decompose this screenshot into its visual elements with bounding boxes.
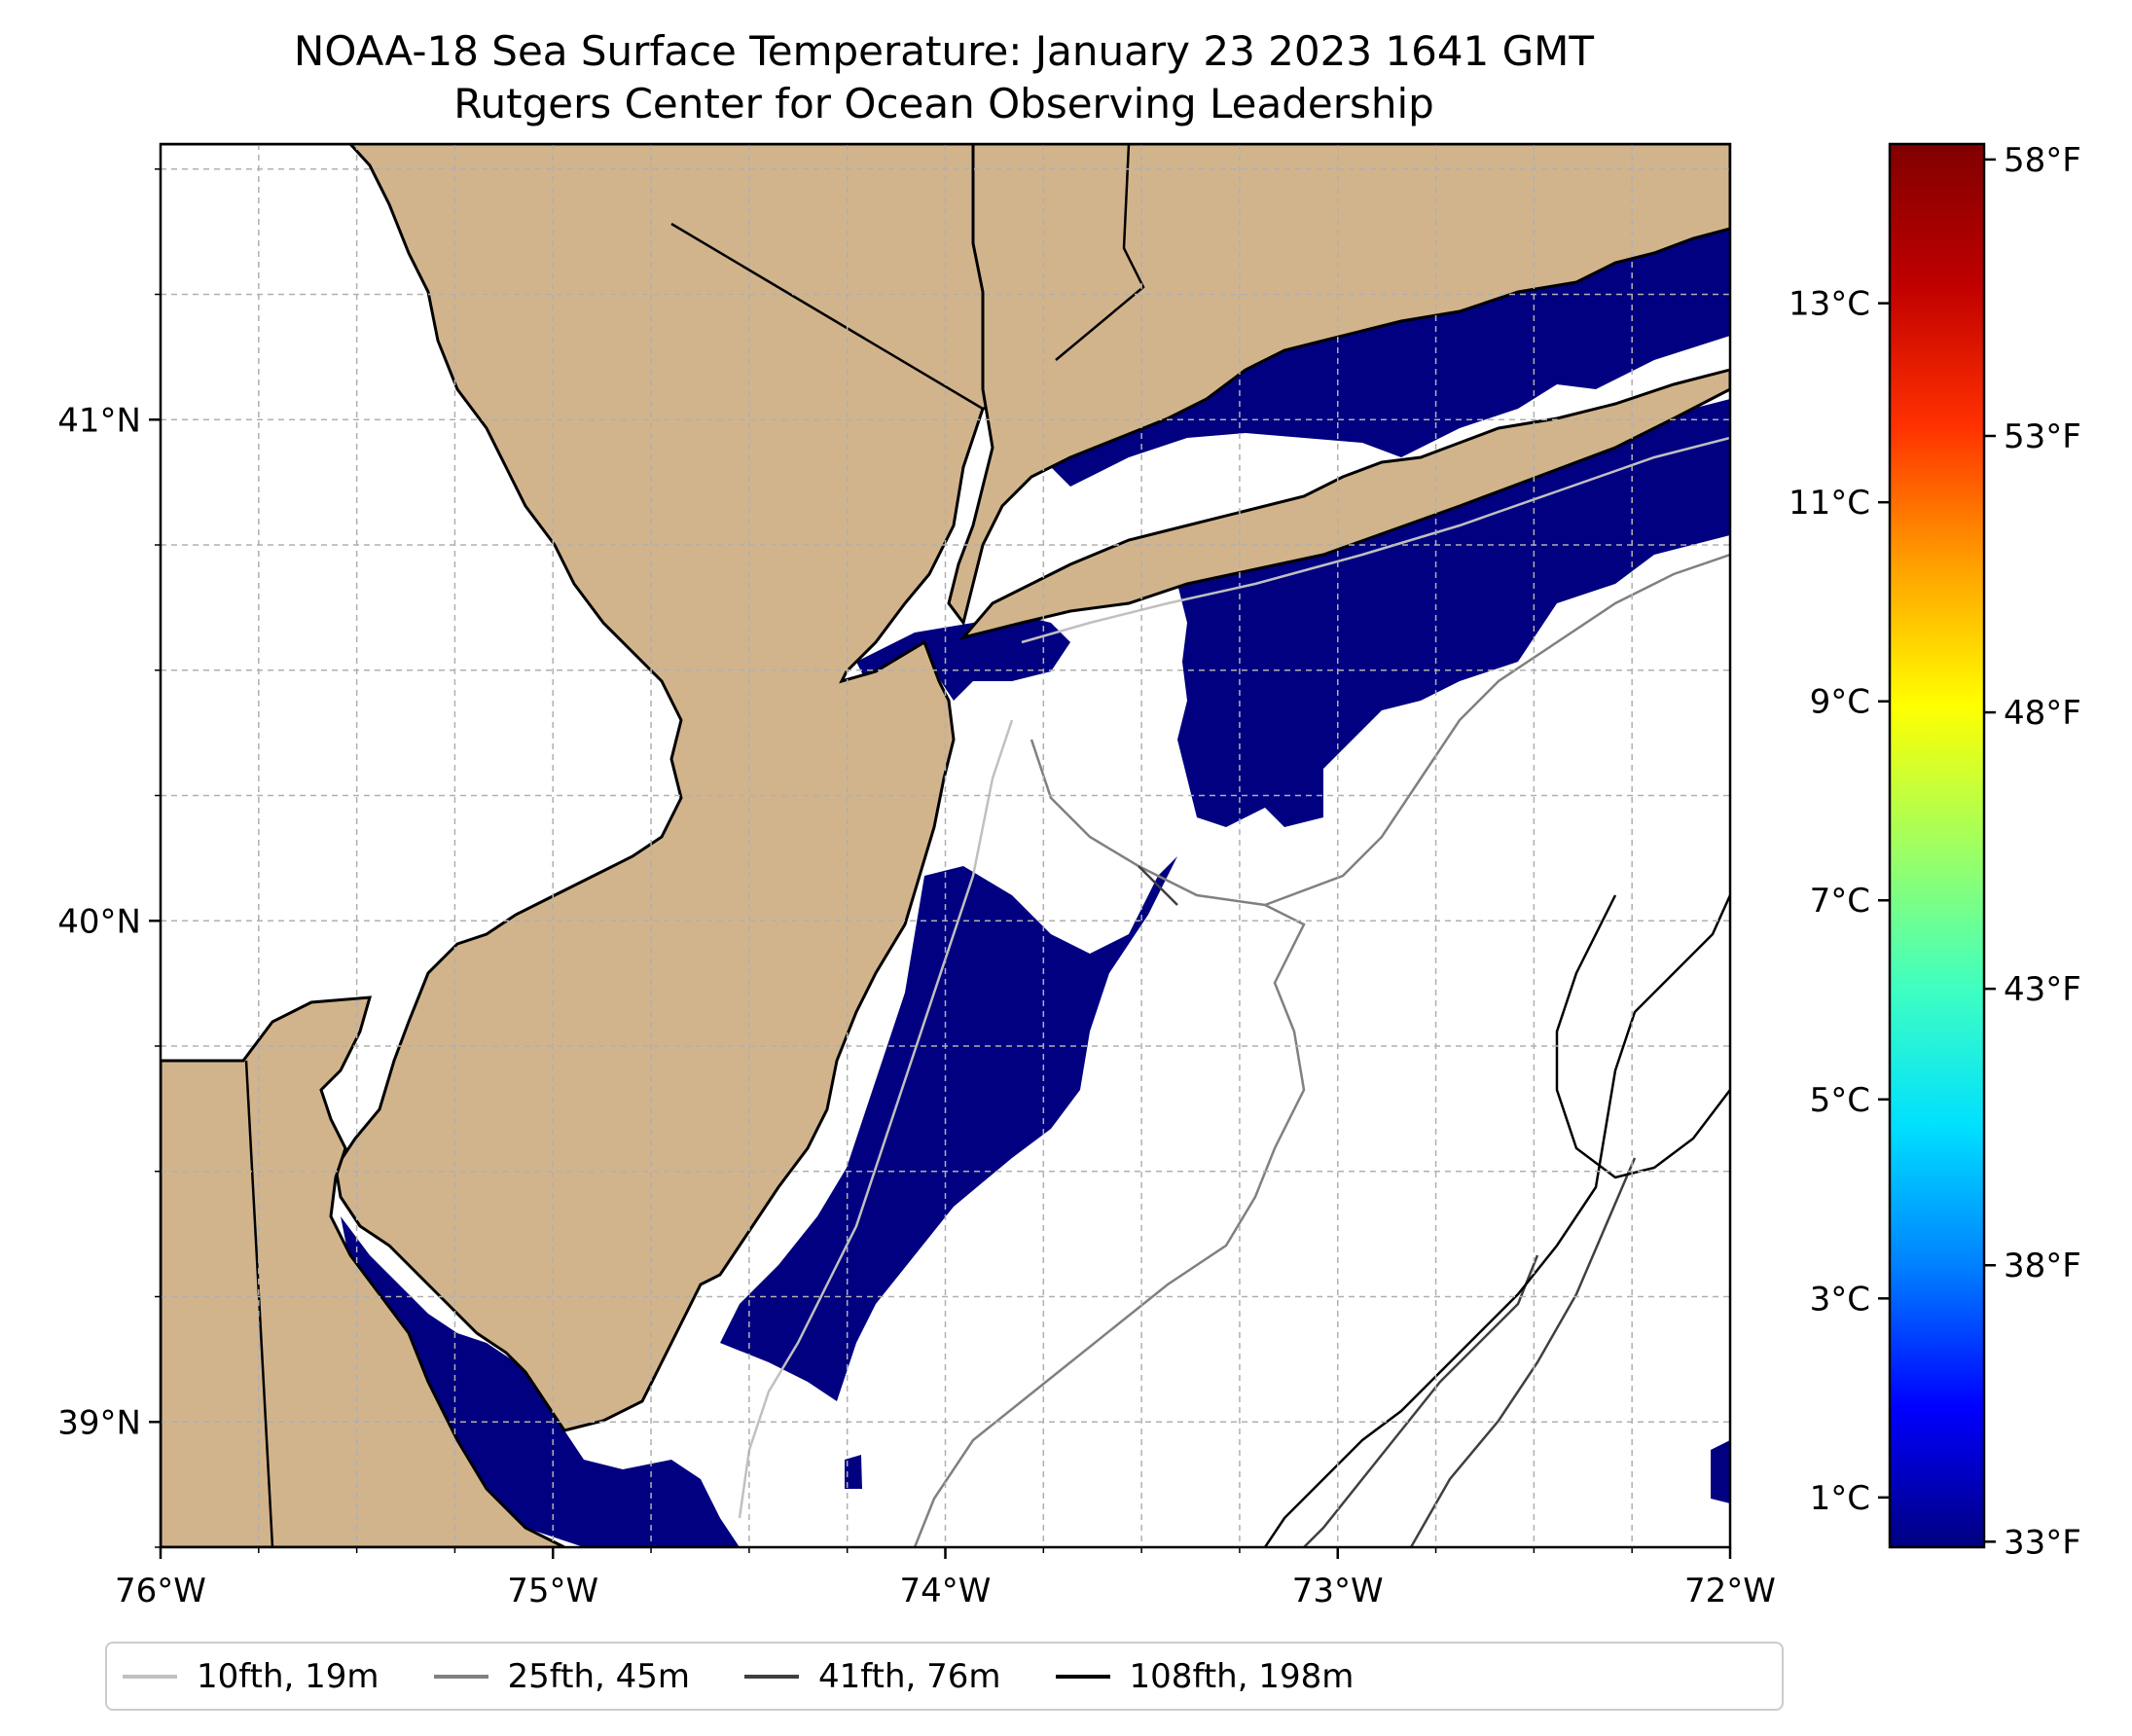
y-axis: 39°N 40°N 41°N: [57, 168, 161, 1548]
colorbar-f-label: 53°F: [2004, 417, 2081, 456]
colorbar: 1°C 3°C 5°C 7°C 9°C 11°C 13°C 33°F 38°F 43°F 48°F…: [1789, 141, 2081, 1562]
sst-patch-small-south: [845, 1455, 862, 1489]
isobath-legend: 10fth, 19m 25fth, 45m 41fth, 76m 108fth, 19…: [105, 1642, 1784, 1711]
sst-patch-small-east: [1711, 1440, 1730, 1503]
colorbar-fahrenheit-axis: 33°F 38°F 43°F 48°F 53°F 58°F: [1984, 141, 2081, 1562]
isobath-10fth: [738, 436, 1730, 1519]
legend-item: 25fth, 45m: [433, 1656, 691, 1696]
legend-label: 41fth, 76m: [818, 1656, 1001, 1696]
map-subtitle: Rutgers Center for Ocean Observing Leade…: [453, 80, 1434, 127]
colorbar-c-label: 3°C: [1810, 1280, 1870, 1319]
border-ny-nj: [670, 222, 984, 411]
colorbar-f-label: 38°F: [2004, 1247, 2081, 1285]
isobath-108fth: [1263, 894, 1730, 1547]
sst-patch-li-south: [1177, 399, 1730, 827]
land-nj-pa-de: [161, 144, 1145, 1432]
graticule: [161, 144, 1730, 1547]
legend-item: 108fth, 198m: [1055, 1656, 1355, 1696]
land-ny-ct: [947, 144, 1730, 627]
legend-label: 108fth, 198m: [1129, 1656, 1355, 1696]
x-tick-label: 75°W: [507, 1572, 598, 1610]
x-tick-label: 73°W: [1292, 1572, 1384, 1610]
colorbar-celsius-axis: 1°C 3°C 5°C 7°C 9°C 11°C 13°C: [1789, 285, 1890, 1518]
legend-line-swatch: [744, 1674, 800, 1679]
legend-label: 25fth, 45m: [507, 1656, 691, 1696]
x-tick-label: 76°W: [115, 1572, 206, 1610]
sst-patch-ny-bight: [856, 613, 1070, 701]
land-delmarva: [161, 995, 565, 1547]
colorbar-f-label: 43°F: [2004, 970, 2081, 1009]
colorbar-c-label: 5°C: [1810, 1081, 1870, 1120]
isobath-25fth: [913, 553, 1730, 1547]
land-long-island: [958, 368, 1730, 640]
colorbar-c-label: 9°C: [1810, 683, 1870, 722]
colorbar-f-label: 33°F: [2004, 1523, 2081, 1562]
y-tick-label: 39°N: [57, 1403, 141, 1442]
x-tick-label: 72°W: [1684, 1572, 1776, 1610]
colorbar-c-label: 11°C: [1789, 484, 1870, 523]
colorbar-c-label: 13°C: [1789, 285, 1870, 324]
colorbar-c-label: 7°C: [1810, 882, 1870, 921]
legend-item: 41fth, 76m: [744, 1657, 1001, 1696]
legend-label: 10fth, 19m: [197, 1656, 379, 1696]
colorbar-frame: [1888, 142, 1986, 1549]
colorbar-c-label: 1°C: [1810, 1479, 1870, 1518]
colorbar-f-label: 58°F: [2004, 141, 2081, 180]
colorbar-gradient: [1890, 144, 1984, 1547]
map-area: [161, 144, 1730, 1547]
y-tick-label: 41°N: [57, 401, 141, 440]
x-axis: 76°W 75°W 74°W 73°W 72°W: [115, 1547, 1776, 1610]
isobath-41fth: [1138, 865, 1637, 1547]
legend-line-swatch: [123, 1674, 177, 1679]
colorbar-f-label: 48°F: [2004, 694, 2081, 733]
legend-line-swatch: [1055, 1674, 1110, 1679]
sst-patch-nj-shelf: [720, 856, 1177, 1401]
legend-item: 10fth, 19m: [123, 1657, 379, 1696]
map-title: NOAA-18 Sea Surface Temperature: January…: [293, 27, 1595, 75]
legend-line-swatch: [433, 1674, 488, 1679]
isobath-lines: [738, 436, 1730, 1547]
border-ny-ct: [1055, 144, 1145, 361]
x-tick-label: 74°W: [900, 1572, 992, 1610]
y-tick-label: 40°N: [57, 902, 141, 941]
